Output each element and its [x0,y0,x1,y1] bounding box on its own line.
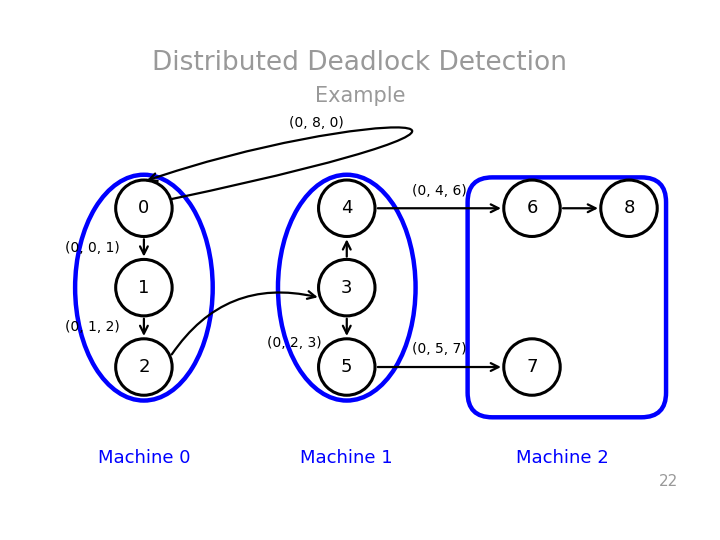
Text: 1: 1 [138,279,150,296]
Circle shape [504,180,560,237]
Text: Machine 2: Machine 2 [516,449,609,467]
Circle shape [318,180,375,237]
Text: 3: 3 [341,279,353,296]
Circle shape [600,180,657,237]
Text: Distributed Deadlock Detection: Distributed Deadlock Detection [153,50,567,76]
Text: Machine 0: Machine 0 [98,449,190,467]
Circle shape [318,259,375,316]
Circle shape [504,339,560,395]
Circle shape [116,259,172,316]
Text: Machine 1: Machine 1 [300,449,393,467]
Text: (0, 2, 3): (0, 2, 3) [266,336,321,350]
Text: 7: 7 [526,358,538,376]
Circle shape [116,339,172,395]
Text: (0, 1, 2): (0, 1, 2) [66,320,120,334]
Text: (0, 0, 1): (0, 0, 1) [66,241,120,255]
Text: (0, 4, 6): (0, 4, 6) [412,184,467,198]
Text: 5: 5 [341,358,353,376]
Text: 0: 0 [138,199,150,217]
Text: 4: 4 [341,199,353,217]
Text: Example: Example [315,86,405,106]
Text: 6: 6 [526,199,538,217]
Text: (0, 5, 7): (0, 5, 7) [412,342,467,356]
Circle shape [318,339,375,395]
Circle shape [116,180,172,237]
Text: 2: 2 [138,358,150,376]
Text: 8: 8 [624,199,635,217]
Text: (0, 8, 0): (0, 8, 0) [289,116,343,130]
Text: 22: 22 [659,474,678,489]
